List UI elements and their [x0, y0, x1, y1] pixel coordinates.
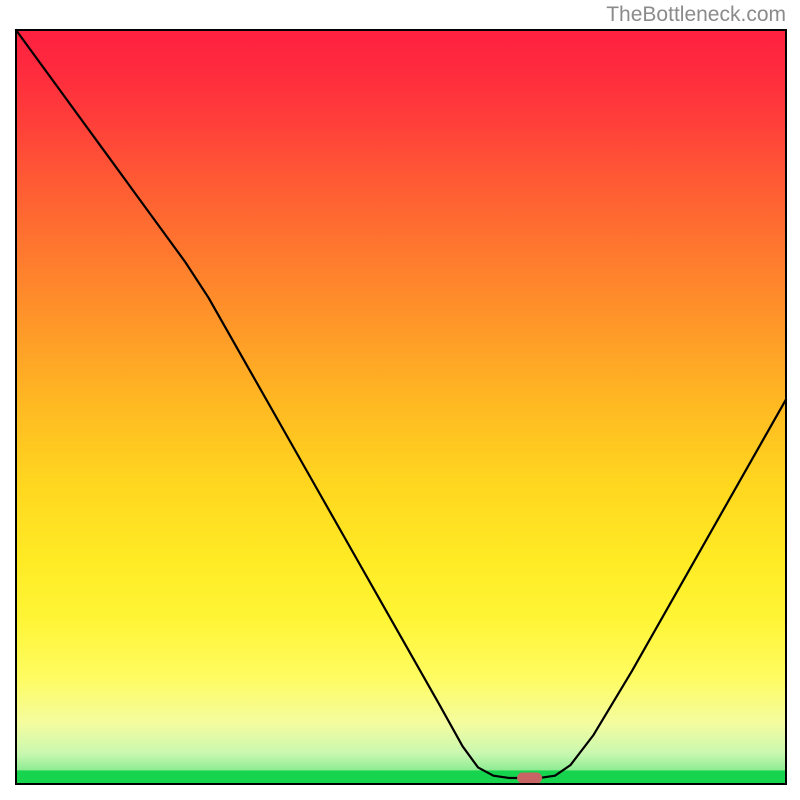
chart-frame: TheBottleneck.com: [0, 0, 800, 800]
optimal-marker: [517, 772, 542, 783]
gradient-background: [16, 30, 786, 784]
green-bottom-strip: [16, 770, 786, 784]
bottleneck-chart: [0, 0, 800, 800]
